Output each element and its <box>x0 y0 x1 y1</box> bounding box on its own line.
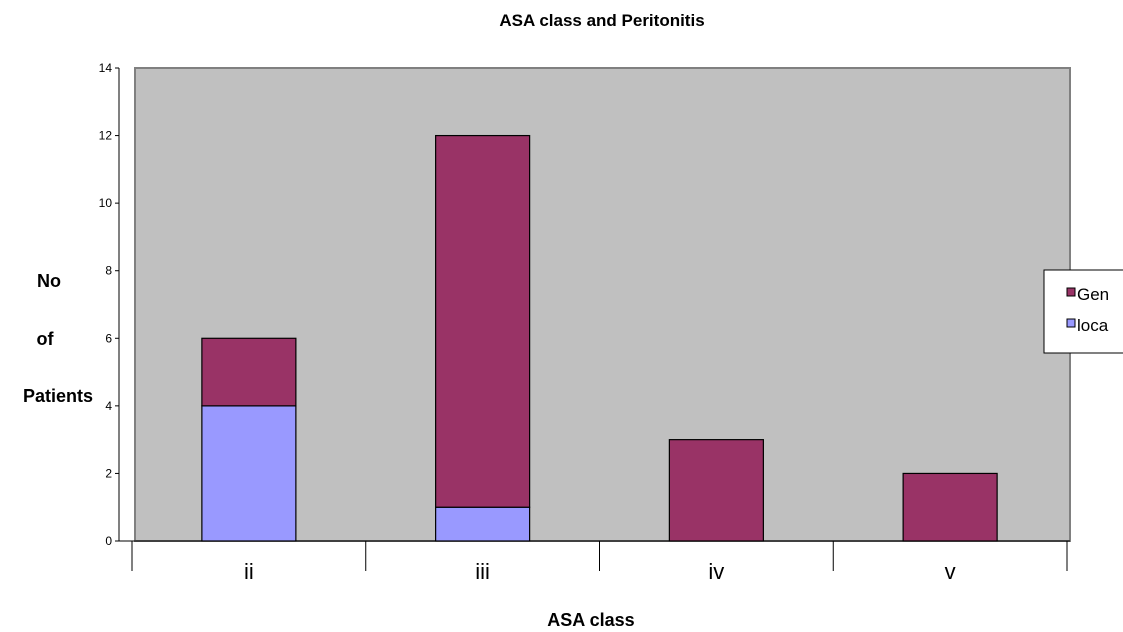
y-tick-label: 14 <box>99 61 113 75</box>
y-axis-title-line-1: No <box>37 271 61 291</box>
bar-generalised-v <box>902 472 998 542</box>
bars-group <box>201 134 998 542</box>
bar-generalised-iii <box>435 134 531 508</box>
legend-swatch-local <box>1066 318 1076 328</box>
y-tick-label: 0 <box>105 534 112 548</box>
bar-local-ii <box>201 405 297 542</box>
x-tick-label-v: v <box>945 559 956 584</box>
bar-generalised-iv <box>668 439 764 542</box>
bar-local-iii <box>435 506 531 542</box>
x-axis-title: ASA class <box>547 610 634 630</box>
y-axis-title-line-3: Patients <box>23 386 93 406</box>
y-tick-label: 12 <box>99 129 113 143</box>
y-tick-label: 10 <box>99 196 113 210</box>
legend-label-local: loca <box>1077 316 1109 335</box>
legend-label-generalised: Gen <box>1077 285 1109 304</box>
bar-generalised-ii <box>201 337 297 407</box>
legend: Gen loca <box>1043 269 1123 354</box>
x-tick-label-ii: ii <box>244 559 254 584</box>
y-tick-label: 4 <box>105 399 112 413</box>
y-axis-title-line-2: of <box>37 329 55 349</box>
x-tick-label-iii: iii <box>475 559 490 584</box>
x-tick-label-iv: iv <box>708 559 724 584</box>
y-tick-label: 6 <box>105 331 112 345</box>
y-tick-label: 8 <box>105 264 112 278</box>
legend-box <box>1043 269 1123 354</box>
chart-title: ASA class and Peritonitis <box>499 11 704 30</box>
y-tick-label: 2 <box>105 466 112 480</box>
legend-swatch-generalised <box>1066 287 1076 297</box>
